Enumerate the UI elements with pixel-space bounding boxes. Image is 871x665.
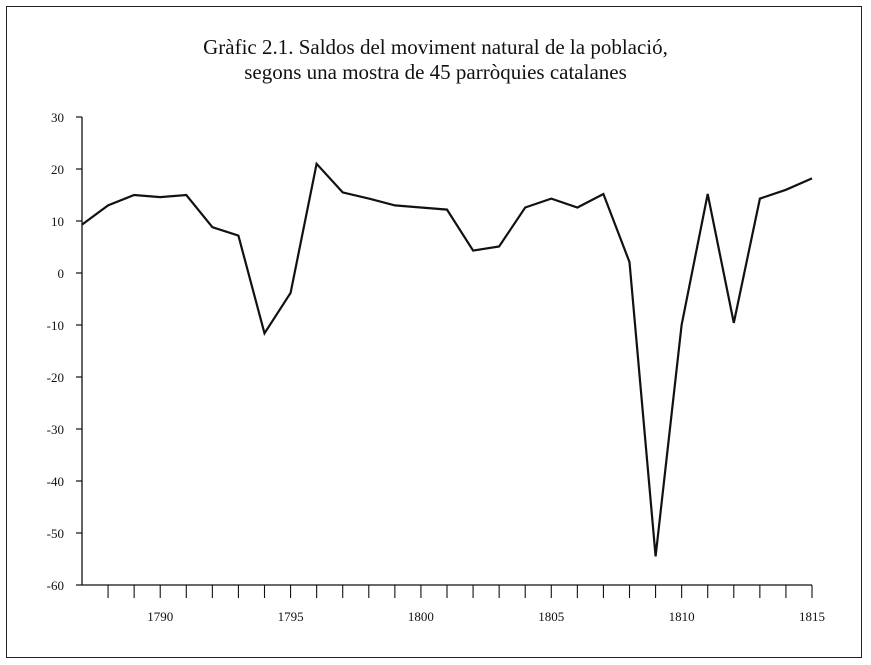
y-tick-label: -10: [47, 318, 64, 333]
y-tick-label: 30: [51, 110, 64, 125]
x-tick-label: 1795: [278, 609, 304, 624]
series-line: [81, 161, 813, 557]
x-tick-label: 1800: [408, 609, 434, 624]
x-tick-label: 1790: [147, 609, 173, 624]
y-tick-label: -20: [47, 370, 64, 385]
y-tick-label: 0: [58, 266, 65, 281]
x-tick-label: 1815: [799, 609, 825, 624]
y-tick-label: -50: [47, 526, 64, 541]
y-tick-label: 20: [51, 162, 64, 177]
y-tick-label: -30: [47, 422, 64, 437]
chart-title-line1: Gràfic 2.1. Saldos del moviment natural …: [203, 35, 668, 59]
y-tick-label: 10: [51, 214, 64, 229]
y-tick-label: -60: [47, 578, 64, 593]
x-tick-label: 1810: [669, 609, 695, 624]
chart-title-line2: segons una mostra de 45 parròquies catal…: [244, 60, 627, 84]
y-tick-label: -40: [47, 474, 64, 489]
x-tick-label: 1805: [538, 609, 564, 624]
chart-frame: [6, 6, 862, 658]
